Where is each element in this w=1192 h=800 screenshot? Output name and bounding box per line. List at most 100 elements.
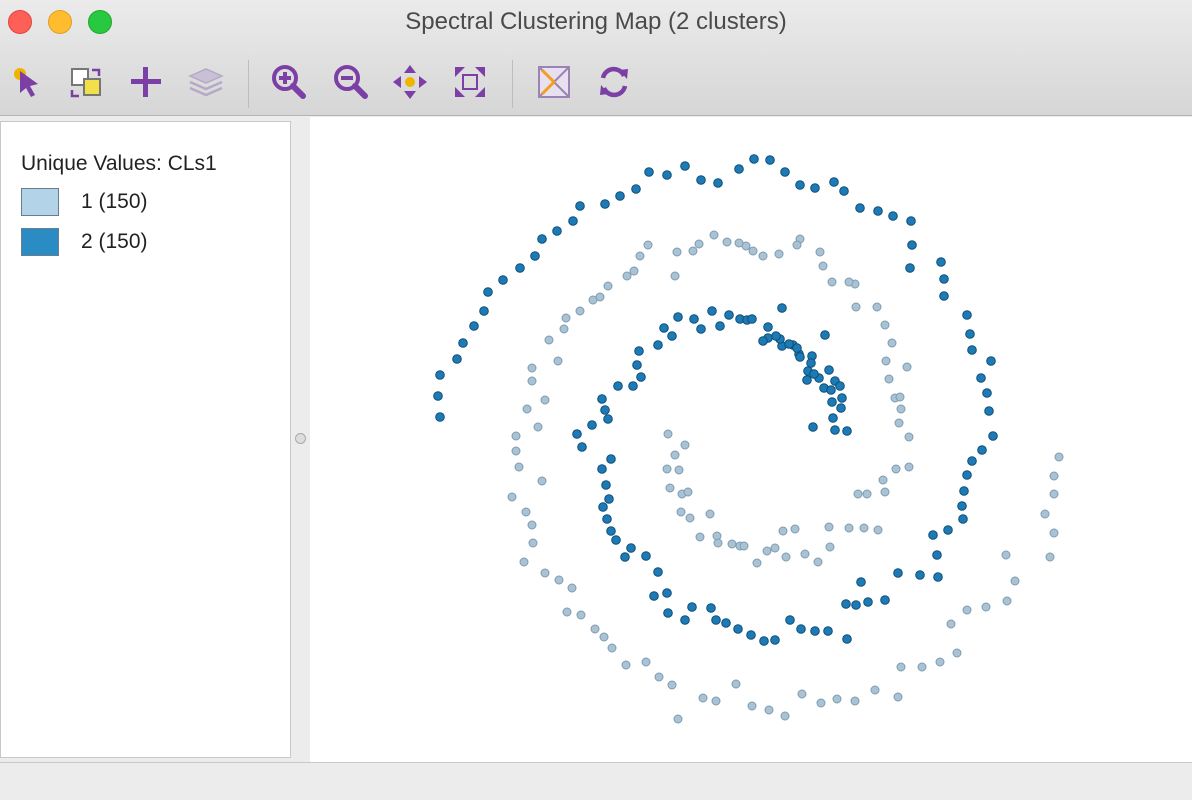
data-point[interactable] <box>676 507 686 517</box>
data-point[interactable] <box>694 239 704 249</box>
data-point[interactable] <box>895 392 905 402</box>
data-point[interactable] <box>602 514 612 524</box>
data-point[interactable] <box>851 302 861 312</box>
data-point[interactable] <box>863 597 873 607</box>
data-point[interactable] <box>628 381 638 391</box>
data-point[interactable] <box>599 632 609 642</box>
data-point[interactable] <box>880 595 890 605</box>
data-point[interactable] <box>607 643 617 653</box>
data-point[interactable] <box>981 602 991 612</box>
data-point[interactable] <box>552 226 562 236</box>
data-point[interactable] <box>828 413 838 423</box>
data-point[interactable] <box>893 692 903 702</box>
data-point[interactable] <box>696 175 706 185</box>
data-point[interactable] <box>904 462 914 472</box>
data-point[interactable] <box>832 694 842 704</box>
data-point[interactable] <box>683 487 693 497</box>
data-point[interactable] <box>962 470 972 480</box>
data-point[interactable] <box>601 480 611 490</box>
data-point[interactable] <box>527 376 537 386</box>
data-point[interactable] <box>880 320 890 330</box>
data-point[interactable] <box>850 696 860 706</box>
data-point[interactable] <box>575 306 585 316</box>
data-point[interactable] <box>977 445 987 455</box>
data-point[interactable] <box>559 324 569 334</box>
data-point[interactable] <box>670 271 680 281</box>
maximize-window-button[interactable] <box>88 10 112 34</box>
data-point[interactable] <box>771 331 781 341</box>
data-point[interactable] <box>626 543 636 553</box>
data-point[interactable] <box>881 356 891 366</box>
data-point[interactable] <box>943 525 953 535</box>
data-point[interactable] <box>689 314 699 324</box>
data-point[interactable] <box>590 624 600 634</box>
data-point[interactable] <box>777 303 787 313</box>
layers-button[interactable] <box>184 60 228 104</box>
data-point[interactable] <box>774 249 784 259</box>
full-extent-button[interactable] <box>448 60 492 104</box>
select-tool-button[interactable] <box>6 60 50 104</box>
data-point[interactable] <box>759 636 769 646</box>
data-point[interactable] <box>1010 576 1020 586</box>
data-point[interactable] <box>823 626 833 636</box>
data-point[interactable] <box>673 312 683 322</box>
data-point[interactable] <box>644 167 654 177</box>
data-point[interactable] <box>653 567 663 577</box>
data-point[interactable] <box>707 306 717 316</box>
data-point[interactable] <box>606 526 616 536</box>
data-point[interactable] <box>816 698 826 708</box>
data-point[interactable] <box>537 234 547 244</box>
data-point[interactable] <box>613 381 623 391</box>
data-point[interactable] <box>815 247 825 257</box>
data-point[interactable] <box>986 356 996 366</box>
data-point[interactable] <box>809 369 819 379</box>
data-point[interactable] <box>957 501 967 511</box>
data-point[interactable] <box>826 385 836 395</box>
data-point[interactable] <box>781 552 791 562</box>
data-point[interactable] <box>907 240 917 250</box>
data-point[interactable] <box>762 546 772 556</box>
data-point[interactable] <box>841 599 851 609</box>
data-point[interactable] <box>887 338 897 348</box>
data-point[interactable] <box>1049 471 1059 481</box>
data-point[interactable] <box>575 201 585 211</box>
data-point[interactable] <box>680 615 690 625</box>
data-point[interactable] <box>507 492 517 502</box>
data-point[interactable] <box>727 539 737 549</box>
data-point[interactable] <box>939 274 949 284</box>
data-point[interactable] <box>873 525 883 535</box>
data-point[interactable] <box>859 523 869 533</box>
data-point[interactable] <box>665 483 675 493</box>
data-point[interactable] <box>837 393 847 403</box>
data-point[interactable] <box>747 314 757 324</box>
data-point[interactable] <box>988 431 998 441</box>
data-point[interactable] <box>796 624 806 634</box>
data-point[interactable] <box>600 199 610 209</box>
data-point[interactable] <box>739 541 749 551</box>
data-point[interactable] <box>527 363 537 373</box>
data-point[interactable] <box>855 203 865 213</box>
data-point[interactable] <box>795 180 805 190</box>
legend-item-cluster-1[interactable]: 1 (150) <box>21 188 148 216</box>
data-point[interactable] <box>522 404 532 414</box>
data-point[interactable] <box>629 266 639 276</box>
data-point[interactable] <box>521 507 531 517</box>
data-point[interactable] <box>984 406 994 416</box>
data-point[interactable] <box>835 381 845 391</box>
data-point[interactable] <box>827 397 837 407</box>
data-point[interactable] <box>554 575 564 585</box>
data-point[interactable] <box>680 440 690 450</box>
data-point[interactable] <box>785 615 795 625</box>
data-point[interactable] <box>662 170 672 180</box>
data-point[interactable] <box>839 186 849 196</box>
data-point[interactable] <box>562 607 572 617</box>
data-point[interactable] <box>597 464 607 474</box>
data-point[interactable] <box>662 464 672 474</box>
data-point[interactable] <box>663 429 673 439</box>
data-point[interactable] <box>884 374 894 384</box>
data-point[interactable] <box>696 324 706 334</box>
legend-item-cluster-2[interactable]: 2 (150) <box>21 228 148 256</box>
data-point[interactable] <box>641 551 651 561</box>
data-point[interactable] <box>632 360 642 370</box>
data-point[interactable] <box>498 275 508 285</box>
